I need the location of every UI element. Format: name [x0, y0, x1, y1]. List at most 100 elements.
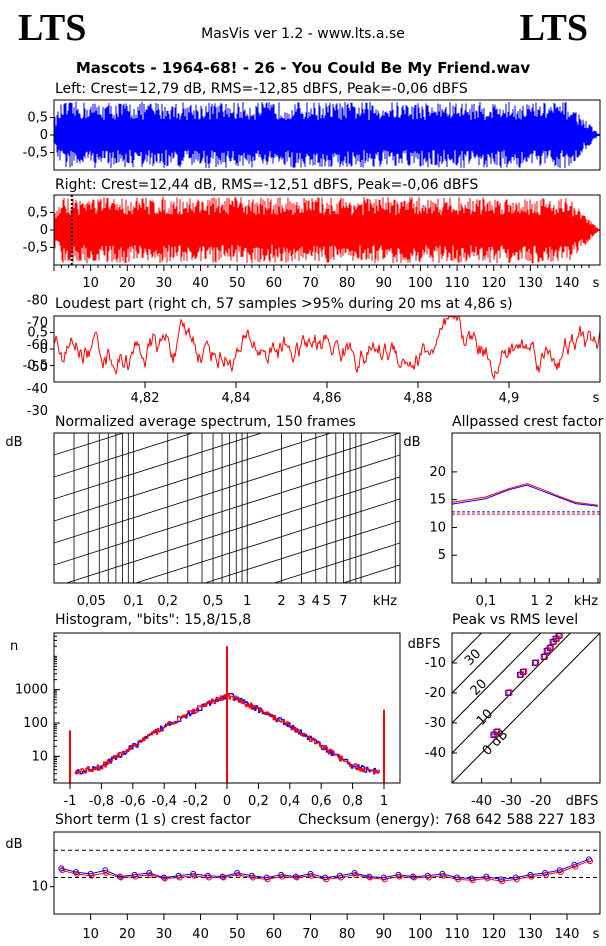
- avg-spectrum-ylabel: dB: [5, 435, 22, 450]
- short-crest-xtick-label: 70: [302, 927, 319, 942]
- peak-vs-rms-ytick-label: -20: [425, 686, 446, 701]
- peak-vs-rms-xtick-label: -40: [471, 794, 492, 809]
- avg-spectrum-slope-line: [54, 433, 263, 500]
- short-crest-left-point: [160, 874, 167, 881]
- short-crest-left-point: [219, 873, 226, 880]
- peak-rms-point-right: [556, 633, 563, 639]
- short-crest-right-point: [337, 874, 344, 881]
- crest-xtick-label: 2: [545, 594, 553, 609]
- avg-spectrum-title: Normalized average spectrum, 150 frames: [55, 414, 356, 430]
- peak-vs-rms-frame: [451, 632, 601, 784]
- histogram-xtick-label: 0,8: [342, 794, 363, 809]
- right-waveform-ytick-label: 0,5: [27, 206, 48, 221]
- avg-spectrum-slope-line: [54, 433, 400, 544]
- short-crest-right-point: [308, 872, 315, 879]
- crest-diagonal: [452, 633, 542, 724]
- crest-xtick-label: 1: [531, 594, 539, 609]
- short-crest-right-point: [220, 874, 227, 881]
- crest-ytick-label: 20: [429, 465, 446, 480]
- time-axis-label: 50: [229, 276, 246, 291]
- avg-spectrum-ytick-label: -80: [27, 294, 48, 309]
- peak-vs-rms-ytick-label: -40: [425, 746, 446, 761]
- loudest-part-trace: [53, 316, 601, 381]
- peak-rms-point-right: [494, 728, 501, 735]
- short-crest-right-point: [411, 874, 418, 881]
- short-crest-right-point: [59, 867, 66, 874]
- loudest-part-frame: [53, 315, 601, 383]
- avg-spectrum-slope-line: [54, 433, 333, 522]
- histogram-xtick-label: -0,2: [183, 794, 208, 809]
- peak-rms-point-left: [531, 660, 538, 666]
- short-crest-xtick-label: 80: [339, 927, 356, 942]
- avg-spectrum-ytick-label: -30: [27, 404, 48, 419]
- short-crest-left-point: [102, 867, 109, 874]
- short-crest-xtick-label: 50: [229, 927, 246, 942]
- time-axis-label: 40: [192, 276, 209, 291]
- histogram-xtick-label: -1: [64, 794, 77, 809]
- peak-rms-point-left: [493, 729, 500, 735]
- short-crest-right-point: [455, 876, 462, 883]
- short-crest-xtick-label: s: [593, 927, 600, 942]
- short-crest-right-point: [293, 874, 300, 881]
- avg-spectrum-unit: kHz: [373, 594, 397, 609]
- short-crest-right-point: [352, 871, 359, 878]
- peak-rms-point-left: [505, 690, 512, 696]
- loudest-part-xtick-label: 4,88: [404, 391, 433, 406]
- left-waveform-ytick-label: 0: [40, 128, 48, 143]
- short-crest-right-point: [484, 875, 491, 882]
- peak-vs-rms-title: Peak vs RMS level: [452, 612, 579, 628]
- avg-spectrum-slope-line: [54, 454, 400, 566]
- crest-diagonal: [452, 633, 600, 783]
- histogram-xtick-label: -0,8: [89, 794, 114, 809]
- short-crest-right-point: [587, 858, 594, 865]
- short-crest-left-point: [410, 873, 417, 880]
- avg-spectrum-xtick-label: 0,05: [77, 594, 106, 609]
- avg-spectrum-slope-line: [54, 279, 400, 389]
- histogram-xtick-label: 0,2: [248, 794, 269, 809]
- avg-spectrum-xtick-label: 0,5: [203, 594, 224, 609]
- short-crest-right-point: [117, 874, 124, 881]
- time-axis-label: 80: [339, 276, 356, 291]
- short-crest-right-point: [205, 874, 212, 881]
- short-crest-left-line: [61, 858, 590, 880]
- peak-rms-point-right: [521, 668, 528, 675]
- right-waveform: [53, 196, 600, 264]
- short-crest-xtick-label: 140: [555, 927, 580, 942]
- histogram-xtick-label: 1: [380, 794, 388, 809]
- histogram-xtick-label: 0,6: [311, 794, 332, 809]
- time-axis-label: 20: [119, 276, 136, 291]
- peak-vs-rms-xtick-label: -20: [530, 794, 551, 809]
- avg-spectrum-slope-line: [54, 433, 125, 456]
- time-axis-label: 30: [156, 276, 173, 291]
- short-crest-ytick-label: 10: [31, 880, 48, 895]
- avg-spectrum-xtick-label: 4: [312, 594, 320, 609]
- short-crest-right-point: [235, 871, 242, 878]
- crest-ytick-label: 5: [438, 548, 446, 563]
- checksum-label: Checksum (energy): 768 642 588 227 183: [298, 812, 596, 828]
- avg-spectrum-frame: [53, 432, 401, 584]
- time-axis-label: 60: [266, 276, 283, 291]
- crest-xtick-label: 0,1: [476, 594, 497, 609]
- avg-spectrum-right: [54, 310, 395, 427]
- short-crest-xtick-label: 40: [192, 927, 209, 942]
- crest-left-line: [451, 484, 599, 507]
- histogram-ylabel: n: [10, 639, 18, 654]
- peak-vs-rms-ytick-label: -10: [425, 656, 446, 671]
- short-crest-right-point: [572, 863, 579, 870]
- short-crest-xtick-label: 60: [266, 927, 283, 942]
- short-crest-xtick-label: 100: [408, 927, 433, 942]
- time-axis-label: s: [593, 276, 600, 291]
- loudest-part-ytick-label: -0,5: [23, 359, 48, 374]
- time-axis-label: 110: [445, 276, 470, 291]
- time-axis-label: 10: [82, 276, 99, 291]
- short-crest-right-point: [264, 876, 271, 883]
- short-crest-right-point: [425, 874, 432, 881]
- histogram-xtick-label: -0,6: [120, 794, 145, 809]
- peak-vs-rms-xtick-label: -30: [501, 794, 522, 809]
- avg-spectrum-slope-line: [54, 433, 194, 478]
- avg-spectrum-ytick-label: -60: [27, 338, 48, 353]
- avg-spectrum-xtick-label: 5: [323, 594, 331, 609]
- short-crest-left-point: [292, 873, 299, 880]
